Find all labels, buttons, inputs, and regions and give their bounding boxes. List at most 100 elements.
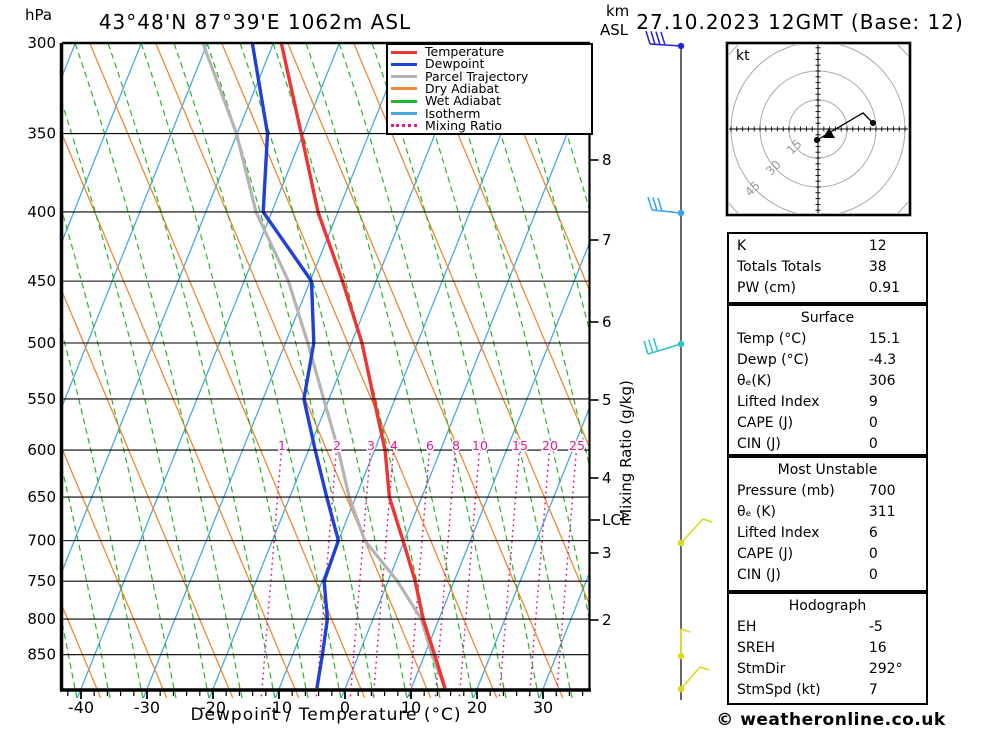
stat-label: K — [737, 238, 747, 254]
stat-row: PW (cm) 0.91 — [729, 278, 926, 299]
legend-swatch — [391, 87, 417, 91]
barb-tick — [650, 31, 656, 45]
pressure-tick-label: 300 — [27, 34, 56, 52]
stats-box-hodograph: Hodograph EH -5 SREH 16 StmDir 292° StmSpd (kt)… — [727, 592, 928, 705]
stat-row: CAPE (J) 0 — [729, 413, 926, 434]
stat-label: Pressure (mb) — [737, 483, 835, 499]
barb-tick — [652, 197, 658, 211]
dewpoint-curve — [250, 43, 341, 689]
legend-item-temperature: Temperature — [388, 44, 591, 59]
stat-value: -5 — [868, 619, 883, 635]
legend-label: Wet Adiabat — [425, 93, 502, 109]
storm-motion-triangle — [823, 128, 835, 138]
wet-adiabat-line — [239, 43, 408, 698]
dry-adiabat-line — [155, 43, 432, 698]
stat-label: EH — [737, 619, 757, 635]
line — [649, 43, 682, 47]
stat-row: θₑ (K) 311 — [729, 502, 926, 523]
dry-adiabat-line — [287, 43, 564, 698]
km-tick-label: 7 — [602, 231, 612, 249]
line — [680, 666, 701, 690]
wet-adiabat-line — [74, 43, 243, 698]
stat-row: SREH 16 — [729, 638, 926, 659]
plot-background — [62, 43, 590, 698]
isotherm-line — [62, 43, 143, 244]
pressure-tick-label: 600 — [27, 441, 56, 459]
temp-tick-label: -20 — [200, 698, 226, 717]
mixing-ratio-label: 2 — [333, 438, 341, 453]
legend-swatch — [391, 50, 417, 54]
barb-tick — [660, 31, 666, 46]
mixing-ratio-label: 25 — [569, 438, 585, 453]
wet-adiabat-line — [107, 43, 276, 698]
stat-row: θₑ(K) 306 — [729, 371, 926, 392]
wind-barb — [647, 196, 685, 217]
legend-label: Temperature — [425, 44, 505, 59]
barb-tick — [648, 339, 654, 353]
legend-label: Parcel Trajectory — [425, 68, 529, 84]
legend-label: Mixing Ratio — [425, 117, 503, 133]
barb-dot — [677, 42, 685, 50]
wet-adiabat-line — [338, 43, 507, 698]
stat-row: Totals Totals 38 — [729, 257, 926, 278]
pressure-tick-label: 400 — [27, 203, 56, 221]
hodograph-dot-marker — [870, 120, 876, 126]
mixing-ratio-label: 8 — [452, 438, 460, 453]
wet-adiabat-line — [569, 43, 590, 106]
mixing-ratio-label: 4 — [390, 438, 398, 453]
mixing-ratio-label: 6 — [426, 438, 434, 453]
stat-value: 0 — [868, 436, 878, 452]
hodograph-unit-label: kt — [736, 48, 750, 64]
pressure-tick-label: 850 — [27, 646, 56, 664]
km-tick-label: 4 — [602, 469, 612, 487]
stat-row: Pressure (mb) 700 — [729, 481, 926, 502]
wet-adiabat-line — [62, 329, 144, 698]
pressure-tick-label: 500 — [27, 334, 56, 352]
stat-row: CIN (J) 0 — [729, 565, 926, 586]
pressure-tick-label: 800 — [27, 610, 56, 628]
x-axis-label: Dewpoint / Temperature (°C) — [190, 705, 462, 725]
isotherm-line — [62, 43, 275, 574]
barb-dot — [677, 685, 685, 693]
temp-tick-label: 0 — [340, 698, 350, 717]
stat-row: CIN (J) 0 — [729, 434, 926, 455]
barb-dot — [677, 340, 685, 348]
wet-adiabat-line — [140, 43, 309, 698]
stat-label: CIN (J) — [737, 436, 781, 452]
legend-item-parcel-trajectory: Parcel Trajectory — [388, 68, 591, 84]
mixing-ratio-line — [458, 442, 481, 698]
stat-row: Dewp (°C) -4.3 — [729, 350, 926, 371]
barb-dot — [677, 539, 685, 547]
mixing-ratio-label: 20 — [542, 438, 558, 453]
stats-box-title: Most Unstable — [777, 462, 878, 478]
stat-value: 38 — [868, 259, 887, 275]
dry-adiabat-line — [62, 132, 300, 698]
legend-item-dry-adiabat: Dry Adiabat — [388, 80, 591, 96]
stat-label: Dewp (°C) — [737, 352, 809, 368]
stat-value: 306 — [868, 373, 896, 389]
isotherm-line — [62, 43, 209, 409]
dry-adiabat-line — [353, 43, 590, 608]
legend-item-wet-adiabat: Wet Adiabat — [388, 95, 591, 107]
stat-label: CIN (J) — [737, 567, 781, 583]
date-title: 27.10.2023 12GMT (Base: 12) — [636, 10, 964, 34]
temp-tick-label: -10 — [266, 698, 292, 717]
legend-item-isotherm: Isotherm — [388, 107, 591, 120]
stats-box-most-unstable: Most Unstable Pressure (mb) 700 θₑ (K) 311 Li… — [727, 456, 928, 592]
stat-row: Temp (°C) 15.1 — [729, 329, 926, 350]
isotherm-line — [472, 404, 590, 698]
line — [647, 343, 682, 355]
legend-label: Dry Adiabat — [425, 80, 500, 96]
legend-box: Temperature Dewpoint Parcel Trajectory Dry … — [386, 43, 593, 135]
km-tick-label: 5 — [602, 391, 612, 409]
barb-half-tick — [699, 666, 710, 671]
stat-row: StmSpd (kt) 7 — [729, 680, 926, 701]
pressure-unit-label: hPa — [25, 6, 53, 24]
legend-label: Dewpoint — [425, 56, 485, 72]
temp-tick-label: -30 — [134, 698, 160, 717]
stat-value: 292° — [868, 661, 903, 677]
stat-value: 16 — [868, 640, 887, 656]
